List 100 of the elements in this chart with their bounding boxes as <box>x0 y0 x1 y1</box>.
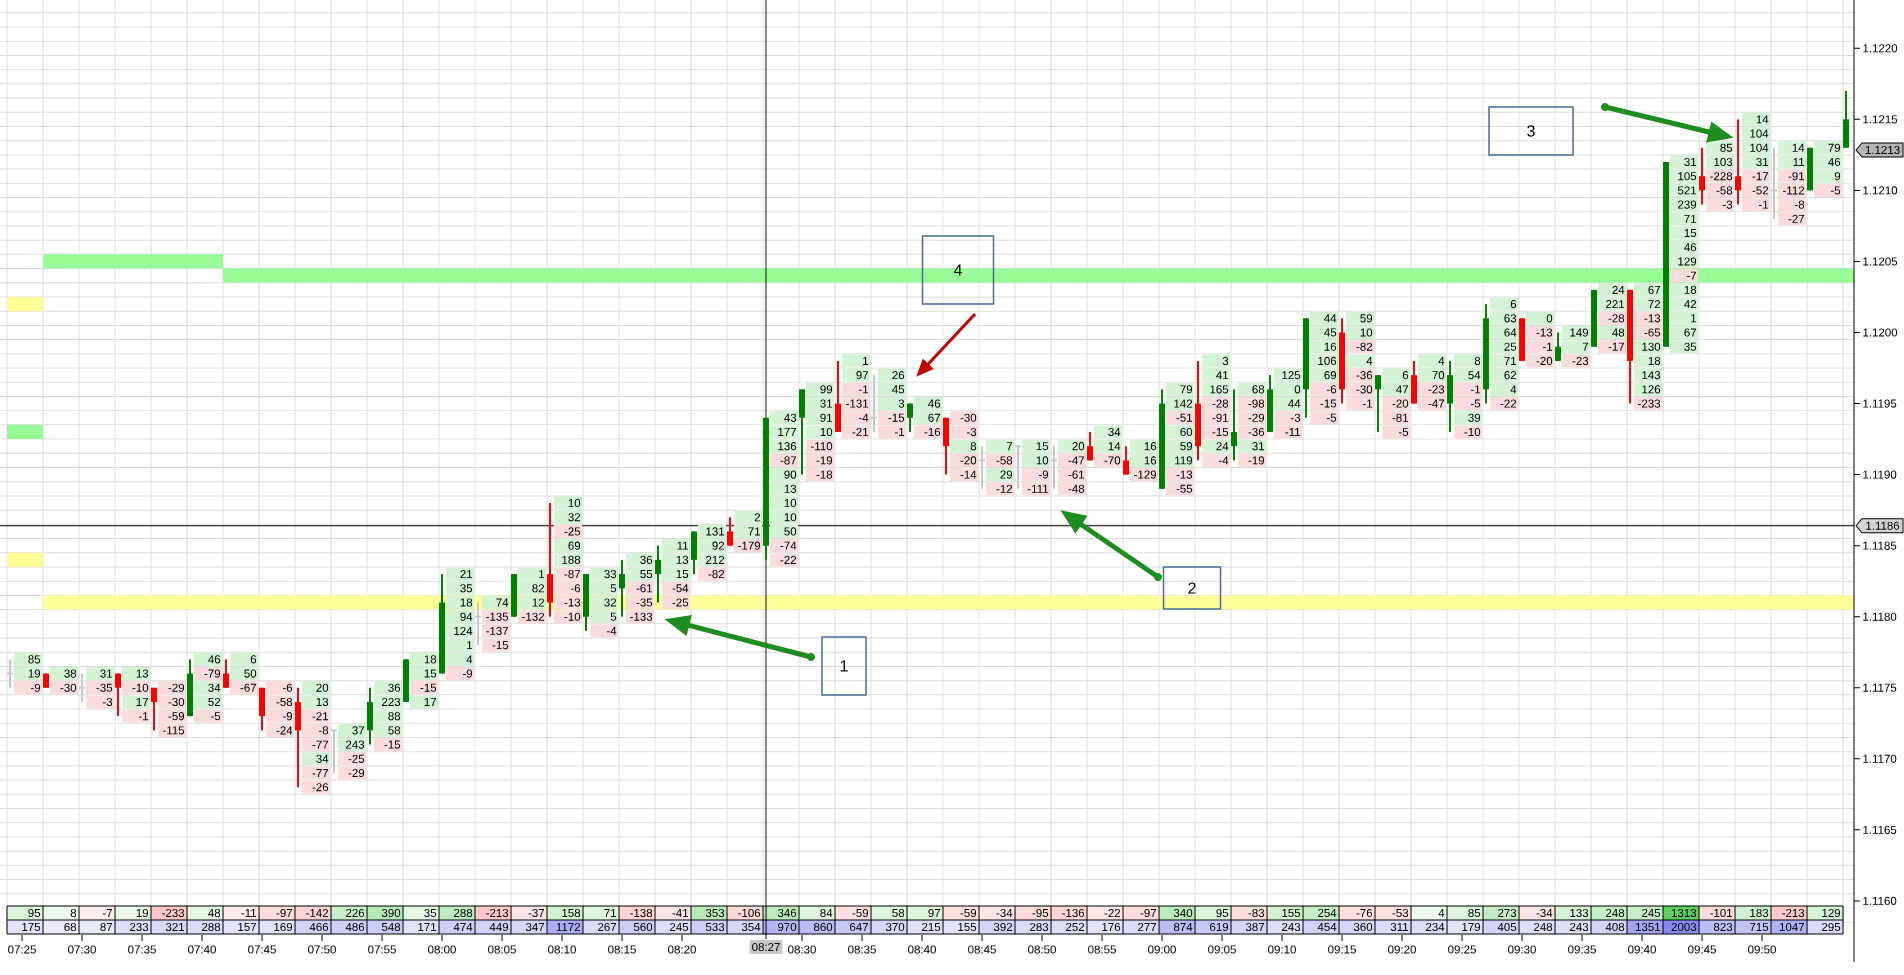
annotation: 188 <box>562 555 581 564</box>
x-tick-label: 09:10 <box>1268 945 1296 954</box>
annotation: 130 <box>1642 342 1661 351</box>
x-tick-label: 07:35 <box>128 945 156 954</box>
annotation: -9 <box>30 683 41 692</box>
data-label: -142 <box>306 908 329 918</box>
data-label: -7 <box>102 909 113 917</box>
data-label: 449 <box>489 922 509 932</box>
annotation: 85 <box>28 655 41 664</box>
annotation: 143 <box>1642 371 1661 380</box>
x-tick-label: 08:15 <box>608 945 636 954</box>
candlestick <box>655 544 662 604</box>
data-label: 129 <box>1822 908 1841 918</box>
data-label: -41 <box>672 909 689 917</box>
candlestick <box>7 658 14 689</box>
y-tick-label: 1.1175 <box>1863 683 1897 692</box>
annotation: -133 <box>630 612 653 621</box>
annotation: 0 <box>1546 314 1553 323</box>
annotation: 4 <box>1510 385 1517 394</box>
annotation: 21 <box>460 570 473 579</box>
candlestick <box>1699 146 1706 206</box>
annotation: 70 <box>1432 371 1445 380</box>
annotation: -29 <box>168 683 185 692</box>
annotation: -8 <box>318 726 329 735</box>
annotation: -26 <box>312 783 329 792</box>
x-tick-label: 09:05 <box>1208 945 1236 954</box>
data-label: 970 <box>777 922 797 932</box>
annotation: 18 <box>1648 356 1661 366</box>
annotation: 142 <box>1174 399 1193 408</box>
x-tick-label: 08:55 <box>1088 945 1116 954</box>
data-label: 347 <box>525 922 545 932</box>
annotation: -5 <box>1398 427 1409 436</box>
data-label: 533 <box>705 922 725 932</box>
annotation: 37 <box>352 726 365 735</box>
annotation: 7 <box>1582 342 1589 351</box>
annotation: -54 <box>672 584 689 593</box>
annotation: 71 <box>748 527 761 536</box>
data-label: 226 <box>346 908 365 918</box>
annotation: 1 <box>1691 314 1697 323</box>
annotation: -233 <box>1638 399 1661 408</box>
data-label: 1313 <box>1671 908 1697 918</box>
data-label: 245 <box>670 922 689 932</box>
candlestick <box>1735 118 1742 206</box>
annotation: -87 <box>780 456 797 465</box>
annotation: 26 <box>892 371 905 380</box>
annotation: 43 <box>784 413 797 422</box>
annotation: 13 <box>676 555 689 564</box>
annotation: 3 <box>1527 125 1535 137</box>
annotation: 17 <box>424 698 437 706</box>
annotation: -20 <box>1536 356 1553 366</box>
annotation: -24 <box>276 726 293 735</box>
annotation: 124 <box>454 626 473 635</box>
data-label: 95 <box>28 908 41 918</box>
annotation: 59 <box>1360 314 1373 323</box>
annotation: 54 <box>1468 371 1481 380</box>
y-tick-label: 1.1180 <box>1863 612 1897 621</box>
data-label: 175 <box>22 922 41 932</box>
data-label: 1351 <box>1635 922 1661 932</box>
annotation: -30 <box>960 413 977 422</box>
annotation: 17 <box>136 698 149 706</box>
annotation: -58 <box>996 456 1013 465</box>
annotation: 99 <box>820 385 833 394</box>
annotation: 221 <box>1606 300 1625 309</box>
annotation: -30 <box>1356 385 1373 394</box>
annotation: -5 <box>210 712 221 721</box>
x-tick-label: 09:00 <box>1148 945 1176 954</box>
data-label: -213 <box>486 908 509 918</box>
annotation: -1 <box>1362 399 1373 408</box>
annotation: -27 <box>1788 214 1805 223</box>
annotation: 9 <box>1834 172 1841 181</box>
annotation: -21 <box>312 712 329 721</box>
data-label: 860 <box>813 922 833 932</box>
data-label: 157 <box>238 922 257 932</box>
ref-line-label: 1.1186 <box>1866 521 1900 530</box>
annotation: 45 <box>1324 328 1337 337</box>
x-tick-label: 09:35 <box>1568 945 1596 954</box>
annotation: 5 <box>610 584 617 593</box>
annotation: 63 <box>1504 314 1517 323</box>
annotation: 45 <box>892 385 905 394</box>
annotation: 36 <box>640 555 653 564</box>
annotation: -15 <box>384 740 401 749</box>
candlestick <box>475 601 482 647</box>
annotation: 58 <box>388 726 401 735</box>
annotation: -179 <box>738 541 761 550</box>
x-tick-label: 09:15 <box>1328 945 1356 954</box>
x-tick-label: 08:05 <box>488 945 516 954</box>
data-label: 340 <box>1173 908 1193 918</box>
annotation: 79 <box>1828 143 1841 152</box>
candlestick <box>331 729 338 775</box>
data-label: 8 <box>70 908 77 918</box>
annotation: -9 <box>462 669 473 678</box>
data-label: -34 <box>996 908 1013 918</box>
annotation: -15 <box>1320 399 1337 408</box>
data-label: 58 <box>892 908 905 918</box>
annotation: 1 <box>863 356 869 365</box>
annotation: -1 <box>1542 342 1553 351</box>
annotation: -13 <box>564 598 581 607</box>
data-label: -76 <box>1356 908 1373 918</box>
data-label: 370 <box>885 922 905 932</box>
data-label: 560 <box>633 922 653 932</box>
